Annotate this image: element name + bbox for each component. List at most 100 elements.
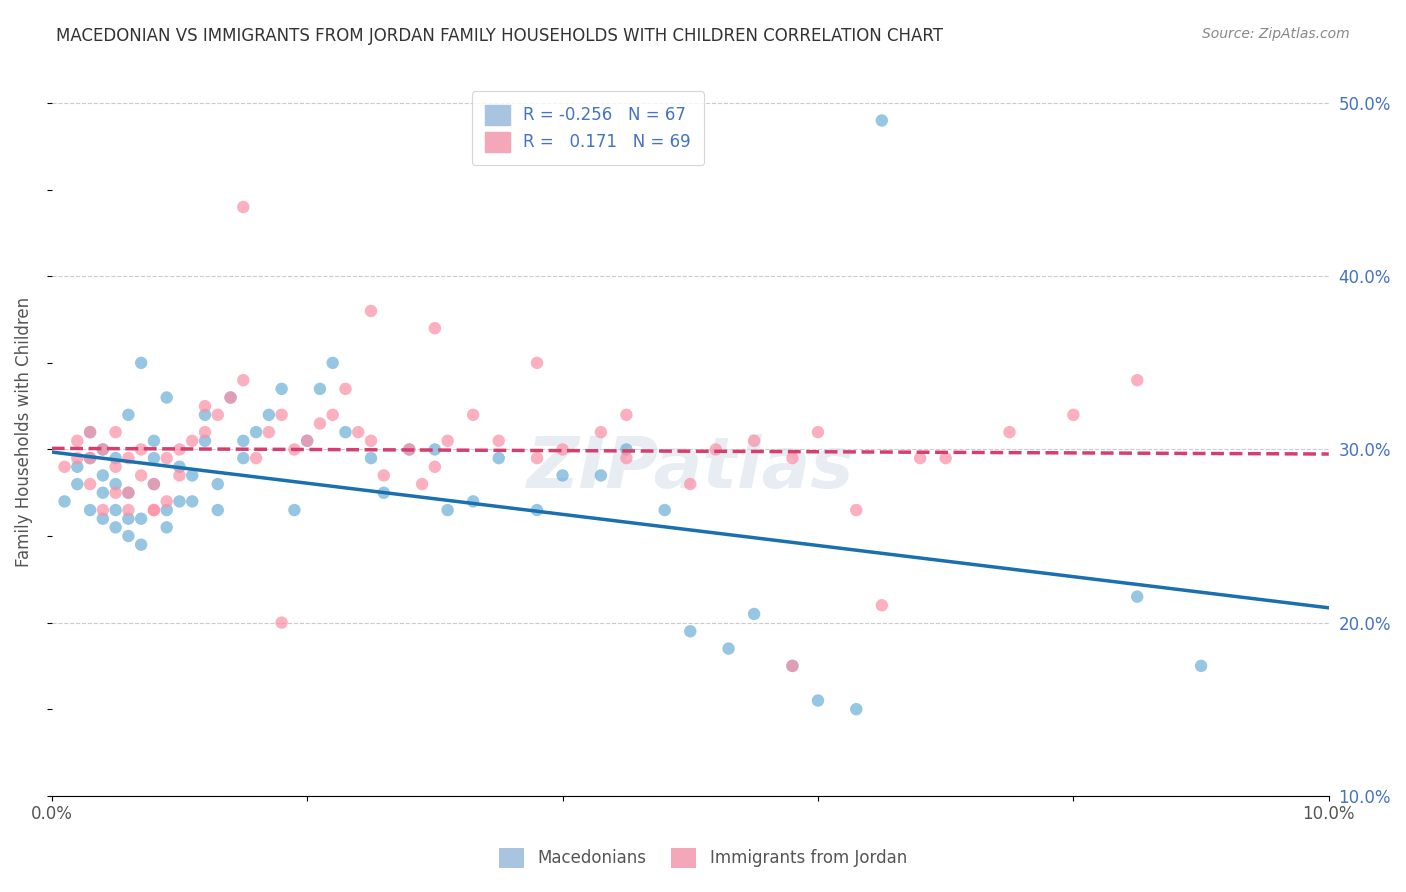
Point <box>373 485 395 500</box>
Point <box>129 442 152 457</box>
Point <box>79 451 101 466</box>
Point <box>270 408 292 422</box>
Point <box>270 382 292 396</box>
Point <box>169 468 191 483</box>
Point <box>551 442 574 457</box>
Point <box>436 503 458 517</box>
Point <box>589 468 612 483</box>
Point <box>283 503 305 517</box>
Point <box>181 434 204 448</box>
Point <box>169 442 191 457</box>
Point <box>245 425 267 439</box>
Point <box>322 356 344 370</box>
Legend: R = -0.256   N = 67, R =   0.171   N = 69: R = -0.256 N = 67, R = 0.171 N = 69 <box>472 91 704 165</box>
Point <box>91 503 114 517</box>
Point <box>129 356 152 370</box>
Point <box>704 442 727 457</box>
Point <box>295 434 318 448</box>
Point <box>117 451 139 466</box>
Point <box>423 459 446 474</box>
Point <box>232 200 254 214</box>
Point <box>181 468 204 483</box>
Point <box>129 512 152 526</box>
Point <box>129 468 152 483</box>
Point <box>436 434 458 448</box>
Point <box>782 659 804 673</box>
Point <box>66 434 89 448</box>
Point <box>142 434 165 448</box>
Point <box>257 408 280 422</box>
Point <box>488 434 510 448</box>
Point <box>360 451 382 466</box>
Point <box>335 382 357 396</box>
Point <box>1062 408 1084 422</box>
Point <box>270 615 292 630</box>
Point <box>194 425 217 439</box>
Point <box>398 442 420 457</box>
Point <box>117 485 139 500</box>
Point <box>1126 373 1149 387</box>
Point <box>104 503 127 517</box>
Point <box>463 494 485 508</box>
Point <box>295 434 318 448</box>
Point <box>232 434 254 448</box>
Point <box>526 503 548 517</box>
Point <box>616 408 638 422</box>
Point <box>488 451 510 466</box>
Point <box>616 451 638 466</box>
Y-axis label: Family Households with Children: Family Households with Children <box>15 297 32 567</box>
Point <box>347 425 370 439</box>
Point <box>207 503 229 517</box>
Point <box>232 451 254 466</box>
Point <box>782 451 804 466</box>
Legend: Macedonians, Immigrants from Jordan: Macedonians, Immigrants from Jordan <box>492 841 914 875</box>
Point <box>423 442 446 457</box>
Point <box>66 459 89 474</box>
Point <box>207 477 229 491</box>
Point <box>104 520 127 534</box>
Point <box>156 391 179 405</box>
Point <box>104 477 127 491</box>
Point <box>679 477 702 491</box>
Point <box>142 503 165 517</box>
Point <box>169 459 191 474</box>
Point <box>309 417 332 431</box>
Point <box>194 434 217 448</box>
Point <box>717 641 740 656</box>
Point <box>423 321 446 335</box>
Point <box>870 599 893 613</box>
Point <box>142 477 165 491</box>
Point <box>463 408 485 422</box>
Point <box>117 408 139 422</box>
Point <box>156 503 179 517</box>
Point <box>79 425 101 439</box>
Point <box>245 451 267 466</box>
Point <box>104 459 127 474</box>
Point <box>257 425 280 439</box>
Point <box>207 408 229 422</box>
Point <box>129 538 152 552</box>
Point <box>679 624 702 639</box>
Point <box>142 451 165 466</box>
Point <box>66 451 89 466</box>
Point <box>309 382 332 396</box>
Point <box>79 425 101 439</box>
Point <box>169 494 191 508</box>
Point <box>79 451 101 466</box>
Point <box>219 391 242 405</box>
Point <box>91 442 114 457</box>
Point <box>373 468 395 483</box>
Point <box>870 113 893 128</box>
Point <box>53 459 76 474</box>
Point <box>360 434 382 448</box>
Point <box>283 442 305 457</box>
Point <box>551 468 574 483</box>
Point <box>156 520 179 534</box>
Point <box>194 408 217 422</box>
Point <box>335 425 357 439</box>
Point <box>935 451 957 466</box>
Point <box>156 494 179 508</box>
Point <box>742 607 765 621</box>
Text: ZIPatlas: ZIPatlas <box>527 434 853 503</box>
Point <box>91 442 114 457</box>
